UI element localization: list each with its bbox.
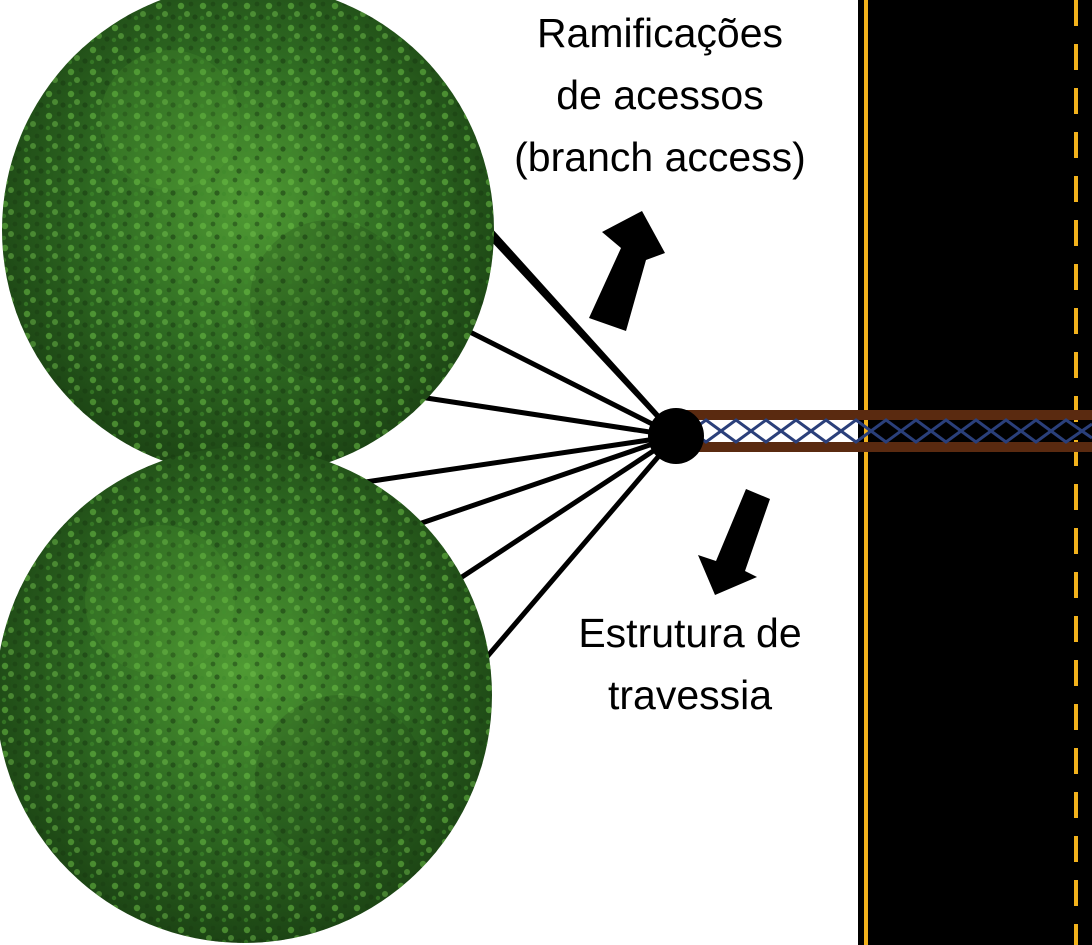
branch-line — [428, 433, 678, 601]
tree-canopy-icon — [0, 447, 492, 943]
bridge-mesh — [675, 418, 1092, 444]
arrow-icon — [698, 489, 770, 595]
bridge-beam-top — [676, 410, 1092, 420]
branch-line — [460, 325, 678, 439]
bridge-mesh — [675, 418, 1092, 444]
branch-access-label-line: Ramificações — [536, 10, 784, 56]
branch-line — [409, 433, 677, 530]
branch-line — [472, 434, 678, 674]
junction-node-icon — [648, 408, 704, 464]
branch-access-label-line: (branch access) — [514, 134, 806, 180]
road-surface — [858, 0, 1092, 945]
crossing-structure-label-line: Estrutura de — [578, 610, 802, 656]
crossing-structure — [675, 410, 1092, 452]
arrow-icon — [589, 211, 665, 331]
crossing-structure-label-line: travessia — [607, 672, 773, 718]
branch-line — [351, 433, 677, 487]
crossing-structure-label: Estrutura de travessia — [530, 602, 850, 726]
branch-line — [490, 230, 678, 438]
bridge-beam-bottom — [676, 442, 1092, 452]
branch-access-label: Ramificações de acessos (branch access) — [470, 2, 850, 188]
tree-canopy-icon — [2, 0, 494, 476]
branch-access-label-line: de acessos — [556, 72, 764, 118]
road — [858, 0, 1092, 945]
branch-line — [399, 391, 677, 439]
